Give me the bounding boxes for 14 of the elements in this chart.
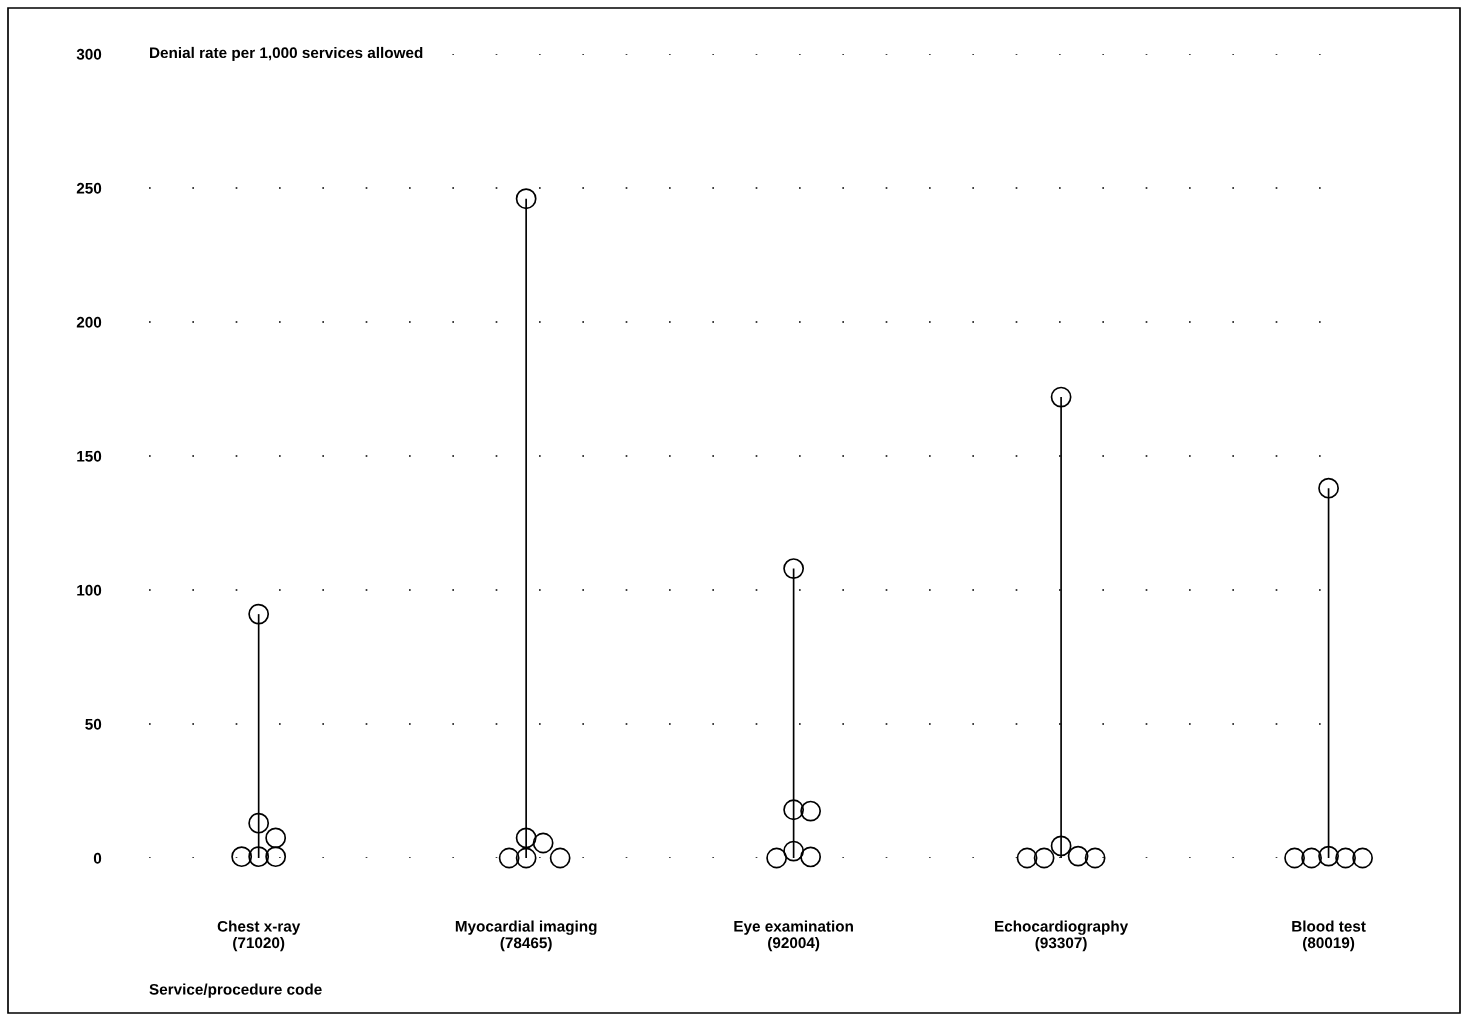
x-tick-label: Myocardial imaging (78465) [455, 920, 597, 952]
y-axis-title: Denial rate per 1,000 services allowed [150, 46, 423, 62]
x-tick-label: Echocardiography (93307) [995, 920, 1129, 952]
y-tick-label: 150 [77, 450, 102, 462]
y-tick-label: 250 [76, 182, 102, 194]
y-tick-label: 300 [76, 48, 102, 60]
x-tick-label: Chest x-ray (71020) [217, 920, 301, 952]
y-tick-label: 100 [77, 584, 102, 596]
y-tick-label: 50 [85, 718, 102, 730]
x-tick-label: Eye examination (92004) [734, 920, 853, 952]
x-axis-title: Service/procedure code [149, 983, 322, 998]
y-tick-label: 0 [93, 852, 102, 864]
y-tick-label: 200 [76, 316, 102, 328]
x-tick-label: Blood test (80019) [1292, 920, 1366, 952]
